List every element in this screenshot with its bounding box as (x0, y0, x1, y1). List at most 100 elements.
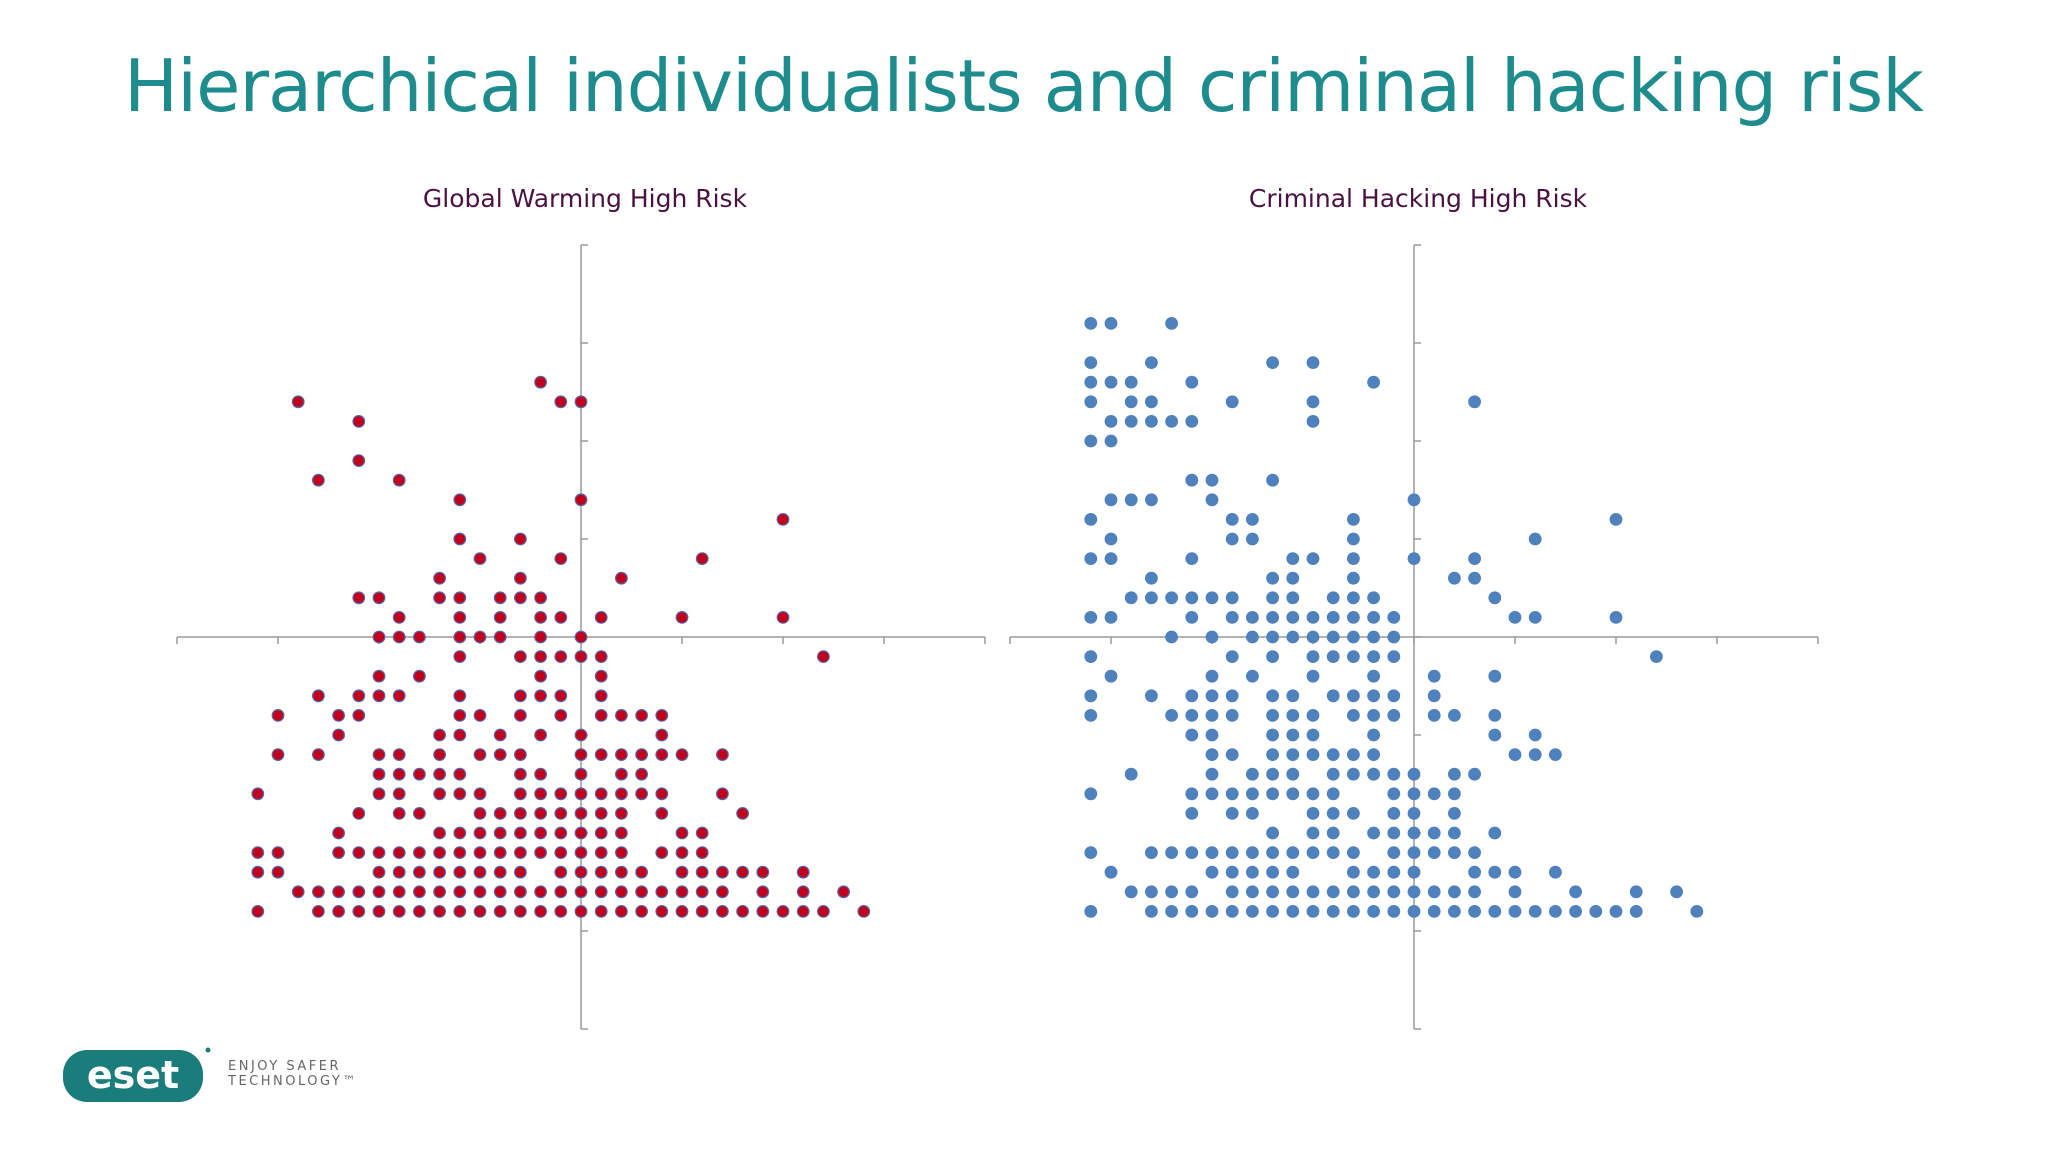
data-point (372, 630, 386, 644)
data-point (1104, 611, 1118, 624)
data-point (635, 905, 649, 918)
data-point (594, 826, 608, 840)
data-point (493, 905, 507, 918)
data-point (332, 846, 346, 859)
data-point (271, 865, 285, 879)
data-point (453, 865, 467, 879)
data-point (716, 748, 729, 761)
data-point (1326, 630, 1340, 644)
data-point (1084, 709, 1098, 722)
data-point (1165, 846, 1179, 859)
data-point (1245, 865, 1259, 879)
scatter-plot (176, 244, 986, 1030)
data-point (1306, 356, 1320, 370)
data-point (1306, 611, 1320, 624)
data-point (716, 787, 729, 801)
data-point (1306, 552, 1320, 566)
data-point (594, 865, 608, 879)
data-point (554, 865, 568, 879)
data-point (514, 650, 527, 664)
data-point (554, 807, 568, 820)
data-point (1347, 905, 1360, 918)
data-point (796, 905, 810, 918)
data-point (493, 807, 507, 820)
data-point (1286, 630, 1300, 644)
data-point (473, 846, 487, 859)
data-point (1569, 885, 1582, 899)
data-point (695, 905, 709, 918)
data-point (695, 865, 709, 879)
data-point (1387, 787, 1401, 801)
data-point (574, 846, 588, 859)
data-point (574, 493, 588, 507)
data-point (1266, 591, 1280, 605)
data-point (372, 748, 386, 761)
data-point (1387, 611, 1401, 624)
data-point (1468, 865, 1482, 879)
data-point (1508, 611, 1522, 624)
data-point (1225, 807, 1239, 820)
data-point (493, 728, 507, 742)
data-point (1549, 748, 1562, 761)
data-point (1569, 905, 1582, 918)
data-point (1225, 532, 1239, 546)
data-point (433, 728, 447, 742)
data-point (817, 650, 830, 664)
data-point (554, 885, 568, 899)
data-point (271, 748, 285, 761)
data-point (1225, 650, 1239, 664)
data-point (412, 846, 426, 859)
data-point (574, 767, 588, 781)
data-point (756, 885, 770, 899)
data-point (1306, 650, 1320, 664)
data-point (534, 630, 548, 644)
data-point (1347, 885, 1360, 899)
data-point (514, 591, 527, 605)
data-point (534, 611, 548, 624)
data-point (1407, 552, 1421, 566)
data-point (1185, 375, 1199, 389)
data-point (1347, 807, 1360, 820)
data-point (1367, 885, 1381, 899)
data-point (1225, 709, 1239, 722)
data-point (1084, 513, 1098, 526)
data-point (433, 767, 447, 781)
data-point (1245, 885, 1259, 899)
data-point (615, 807, 628, 820)
data-point (594, 885, 608, 899)
data-point (1144, 493, 1158, 507)
data-point (817, 905, 830, 918)
data-point (291, 395, 305, 409)
data-point (1468, 846, 1482, 859)
data-point (1205, 689, 1219, 703)
data-point (1306, 885, 1320, 899)
data-point (1629, 905, 1643, 918)
data-point (1266, 689, 1280, 703)
data-point (1609, 513, 1623, 526)
data-point (736, 807, 749, 820)
data-point (594, 787, 608, 801)
data-point (473, 865, 487, 879)
data-point (433, 885, 447, 899)
data-point (251, 905, 265, 918)
data-point (453, 532, 467, 546)
data-point (594, 807, 608, 820)
data-point (1205, 630, 1219, 644)
data-point (534, 807, 548, 820)
data-point (1427, 905, 1441, 918)
data-point (635, 865, 649, 879)
data-point (574, 885, 588, 899)
data-point (857, 905, 871, 918)
data-point (1326, 767, 1340, 781)
data-point (534, 728, 548, 742)
data-point (594, 846, 608, 859)
data-point (1528, 748, 1542, 761)
data-point (1528, 905, 1542, 918)
data-point (514, 787, 527, 801)
data-point (1387, 865, 1401, 879)
data-point (1367, 375, 1381, 389)
data-point (655, 905, 669, 918)
data-point (655, 728, 669, 742)
data-point (635, 767, 649, 781)
data-point (1144, 395, 1158, 409)
